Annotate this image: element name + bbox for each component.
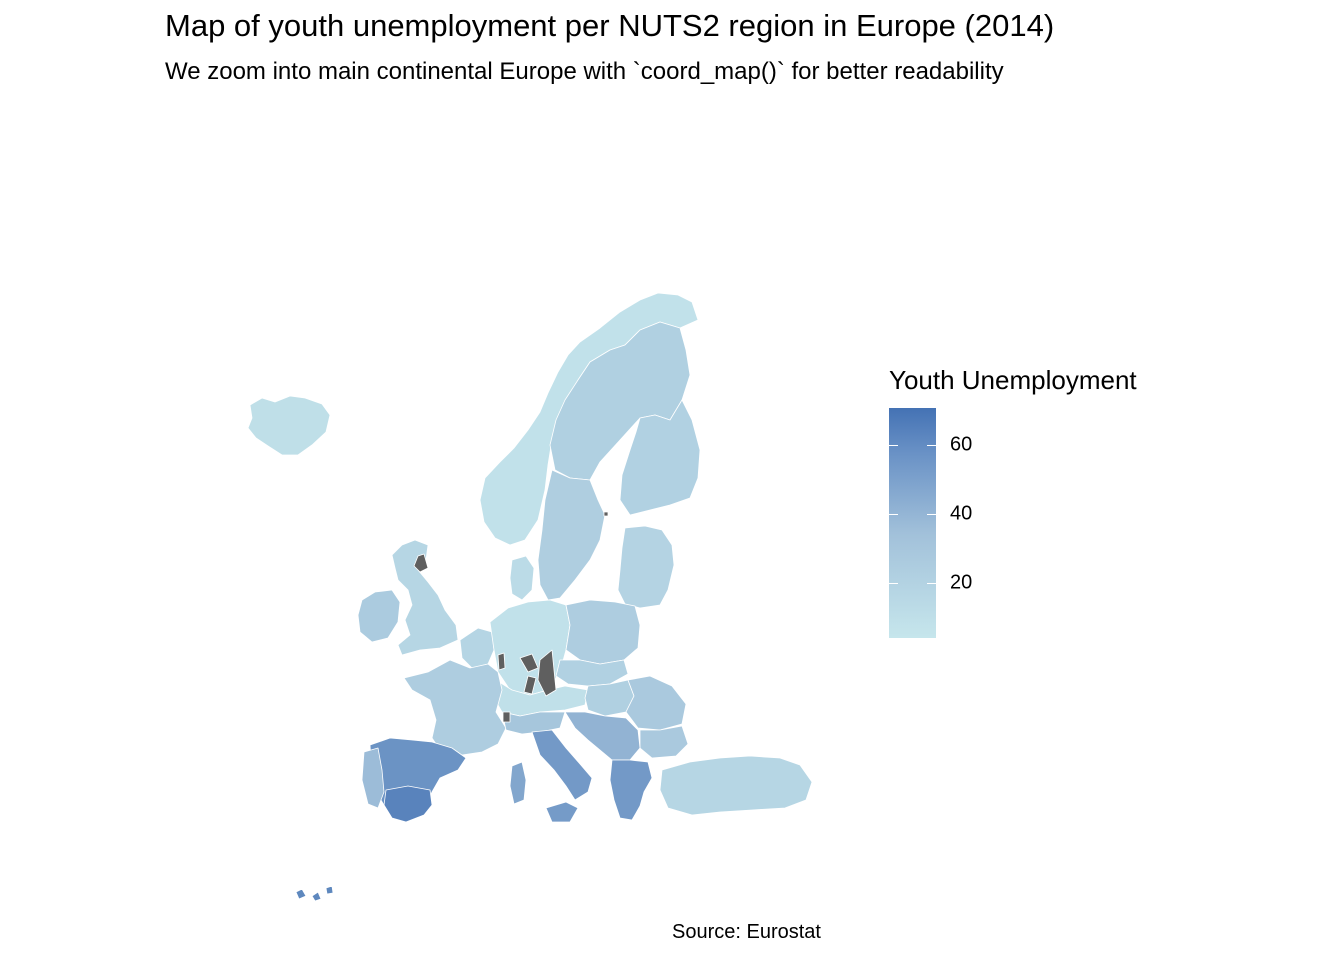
region-czech-slovakia xyxy=(555,659,629,687)
region-missing-data xyxy=(413,511,609,723)
chart-subtitle: We zoom into main continental Europe wit… xyxy=(165,58,1004,85)
region-iceland xyxy=(247,395,331,456)
region-france xyxy=(403,659,507,756)
region-finland xyxy=(619,399,701,516)
region-sardinia xyxy=(509,761,527,805)
legend-label-20: 20 xyxy=(950,571,973,594)
region-balkans xyxy=(564,711,641,761)
region-romania xyxy=(625,675,687,731)
region-southern-italy xyxy=(531,729,593,801)
region-poland xyxy=(565,599,641,665)
region-turkey xyxy=(659,755,813,816)
legend-color-bar xyxy=(889,408,936,638)
region-portugal xyxy=(361,747,385,809)
region-benelux xyxy=(459,627,495,669)
region-bulgaria xyxy=(639,725,689,759)
region-denmark xyxy=(509,555,535,601)
region-ireland xyxy=(357,589,401,643)
region-canary-islands xyxy=(295,885,334,902)
chart-title: Map of youth unemployment per NUTS2 regi… xyxy=(165,8,1055,43)
region-sicily xyxy=(545,801,579,823)
region-united-kingdom xyxy=(391,539,459,656)
region-southern-spain xyxy=(383,785,433,823)
region-greece xyxy=(609,759,653,821)
legend-label-40: 40 xyxy=(950,502,973,525)
region-sweden xyxy=(537,469,606,601)
legend-label-60: 60 xyxy=(950,433,973,456)
region-northern-italy xyxy=(501,711,566,735)
legend-title: Youth Unemployment xyxy=(889,365,1137,395)
region-baltic-states xyxy=(617,525,675,609)
chart-caption: Source: Eurostat xyxy=(672,921,821,943)
